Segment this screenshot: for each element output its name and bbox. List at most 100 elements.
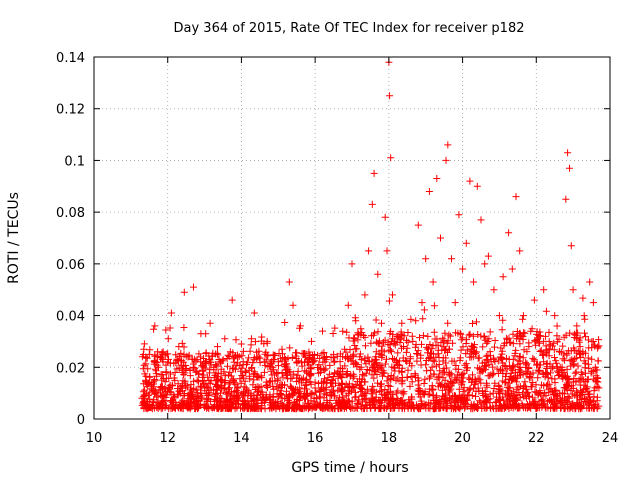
data-point xyxy=(215,356,223,363)
data-point xyxy=(578,371,586,378)
data-point xyxy=(346,398,353,406)
data-point xyxy=(484,252,492,260)
x-axis-label: GPS time / hours xyxy=(291,460,408,476)
data-point xyxy=(288,354,296,361)
data-point xyxy=(343,371,351,379)
data-point xyxy=(554,392,562,400)
data-point xyxy=(408,393,416,401)
data-point xyxy=(559,342,567,350)
grid-lines xyxy=(94,57,610,419)
data-point xyxy=(206,319,214,327)
data-point xyxy=(322,403,330,411)
data-point xyxy=(358,391,366,399)
data-point xyxy=(247,404,255,412)
data-point xyxy=(181,400,189,408)
x-tick-label: 24 xyxy=(602,431,619,446)
data-point xyxy=(270,356,277,363)
data-point xyxy=(357,356,365,364)
data-point xyxy=(192,405,199,413)
data-point xyxy=(316,354,324,362)
data-point xyxy=(441,368,449,376)
data-point xyxy=(266,404,274,412)
data-point xyxy=(361,291,369,299)
data-point xyxy=(531,338,539,346)
data-point xyxy=(567,387,575,395)
data-point xyxy=(576,343,584,351)
data-point xyxy=(378,319,385,327)
data-point xyxy=(591,400,599,408)
data-point xyxy=(224,351,232,359)
data-point xyxy=(514,404,522,412)
data-point xyxy=(567,347,575,355)
data-point xyxy=(560,384,568,392)
data-point xyxy=(174,357,182,365)
data-point xyxy=(441,383,449,391)
data-point xyxy=(252,394,260,402)
data-point xyxy=(402,356,410,364)
data-point xyxy=(491,379,499,387)
data-point xyxy=(384,382,392,389)
data-point xyxy=(387,348,395,356)
data-point xyxy=(522,383,530,391)
data-point xyxy=(289,301,297,309)
data-point xyxy=(237,340,245,348)
data-point xyxy=(302,390,310,397)
data-point xyxy=(476,365,484,373)
data-point xyxy=(166,388,174,396)
data-point xyxy=(522,370,530,377)
data-point xyxy=(482,392,490,400)
data-point xyxy=(150,398,158,406)
y-tick-label: 0.04 xyxy=(56,310,85,325)
data-point xyxy=(270,366,278,374)
data-point xyxy=(467,405,475,413)
data-point xyxy=(254,396,262,404)
data-point xyxy=(404,366,412,374)
data-point xyxy=(590,387,598,395)
data-point xyxy=(284,404,292,412)
data-point xyxy=(281,381,289,389)
data-point xyxy=(400,401,408,409)
data-point xyxy=(481,398,489,405)
data-point xyxy=(187,384,195,392)
data-point xyxy=(263,339,271,347)
data-point xyxy=(516,357,524,365)
data-point xyxy=(477,379,485,387)
data-point xyxy=(430,357,438,365)
data-point xyxy=(299,374,307,382)
data-point xyxy=(481,358,489,366)
data-point xyxy=(173,391,181,399)
data-point xyxy=(149,401,157,409)
data-point xyxy=(218,357,226,365)
data-point xyxy=(170,394,178,402)
data-point xyxy=(512,368,519,376)
data-point xyxy=(578,389,586,397)
data-point xyxy=(396,399,404,407)
data-point xyxy=(408,378,416,386)
data-point xyxy=(257,372,265,380)
data-point xyxy=(428,363,436,371)
data-point xyxy=(516,394,524,402)
data-point xyxy=(478,402,486,410)
data-point xyxy=(470,400,478,408)
data-point xyxy=(561,356,569,364)
data-point xyxy=(222,390,230,398)
data-point xyxy=(195,350,203,358)
data-point xyxy=(551,312,559,320)
data-point xyxy=(421,375,429,383)
data-point xyxy=(463,395,471,403)
data-point xyxy=(384,388,392,396)
data-point xyxy=(210,366,218,374)
data-point xyxy=(385,297,393,305)
data-point xyxy=(386,92,394,100)
data-point xyxy=(310,351,318,358)
data-point xyxy=(480,332,488,340)
data-point xyxy=(162,361,170,369)
data-point xyxy=(422,361,430,369)
data-point xyxy=(323,404,331,412)
plot-frame xyxy=(93,56,611,420)
data-point xyxy=(430,302,438,310)
data-point xyxy=(339,398,347,406)
data-point xyxy=(383,247,391,255)
data-point xyxy=(374,270,382,278)
data-point xyxy=(500,342,508,350)
